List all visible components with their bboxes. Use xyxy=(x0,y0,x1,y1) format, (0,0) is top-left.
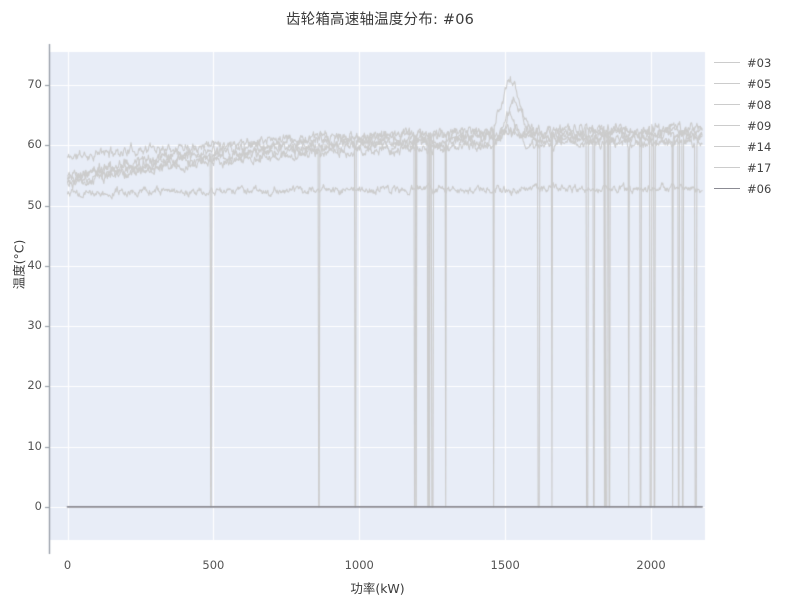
legend-item-03[interactable]: #03 xyxy=(714,52,798,73)
chart-legend: #03 #05 #08 #09 #14 #17 #06 xyxy=(714,52,798,199)
legend-item-06[interactable]: #06 xyxy=(714,178,798,199)
legend-swatch-icon xyxy=(714,62,740,63)
legend-swatch-icon xyxy=(714,104,740,105)
legend-item-17[interactable]: #17 xyxy=(714,157,798,178)
legend-swatch-icon xyxy=(714,146,740,147)
legend-label: #17 xyxy=(747,160,772,175)
legend-item-08[interactable]: #08 xyxy=(714,94,798,115)
y-tick-10: 10 xyxy=(27,438,42,453)
legend-swatch-icon xyxy=(714,83,740,84)
legend-item-09[interactable]: #09 xyxy=(714,115,798,136)
x-tick-1500: 1500 xyxy=(490,558,520,572)
legend-swatch-icon xyxy=(714,167,740,168)
x-tick-1000: 1000 xyxy=(344,558,374,572)
legend-label: #14 xyxy=(747,139,772,154)
y-tick-0: 0 xyxy=(34,498,42,513)
y-tick-70: 70 xyxy=(27,77,42,92)
x-axis-label: 功率(kW) xyxy=(350,581,405,596)
legend-label: #09 xyxy=(747,118,772,133)
x-tick-0: 0 xyxy=(63,558,72,572)
x-tick-500: 500 xyxy=(202,558,225,572)
y-tick-50: 50 xyxy=(27,197,42,212)
x-tick-2000: 2000 xyxy=(636,558,666,572)
legend-label: #05 xyxy=(747,76,772,91)
legend-label: #03 xyxy=(747,55,772,70)
legend-swatch-icon xyxy=(714,188,740,189)
legend-label: #08 xyxy=(747,97,772,112)
y-tick-20: 20 xyxy=(27,378,42,393)
legend-swatch-icon xyxy=(714,125,740,126)
y-tick-60: 60 xyxy=(27,137,42,152)
legend-label: #06 xyxy=(747,181,772,196)
y-tick-30: 30 xyxy=(27,318,42,333)
legend-item-14[interactable]: #14 xyxy=(714,136,798,157)
legend-item-05[interactable]: #05 xyxy=(714,73,798,94)
y-tick-40: 40 xyxy=(27,257,42,272)
